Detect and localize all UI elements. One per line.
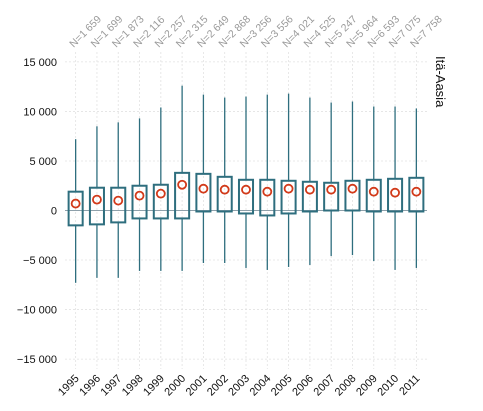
- box-2006: [301, 97, 318, 265]
- box-2011: [408, 108, 425, 268]
- x-tick-label: 2008: [333, 373, 359, 399]
- box-layer: [67, 85, 425, 283]
- box-2009: [365, 106, 382, 262]
- x-tick-label: 2007: [311, 373, 337, 399]
- mean-marker: [368, 186, 379, 197]
- x-tick-label: 1997: [99, 373, 125, 399]
- box-2002: [216, 97, 233, 264]
- y-tick-label: 15 000: [23, 57, 57, 69]
- mean-marker: [390, 187, 400, 198]
- x-tick-label: 2001: [184, 373, 210, 399]
- y-tick-label: −15 000: [17, 354, 57, 366]
- mean-marker: [92, 194, 102, 205]
- y-tick-label: 0: [51, 206, 57, 218]
- x-tick-label: 2010: [375, 373, 401, 399]
- iqr-box: [88, 186, 105, 226]
- y-tick-label: 10 000: [23, 106, 57, 118]
- x-tick-label: 1996: [77, 373, 103, 399]
- panel-label: Itä-Aasia: [433, 56, 448, 108]
- mean-marker: [411, 186, 422, 197]
- mean-marker: [113, 195, 124, 206]
- box-2010: [387, 106, 404, 270]
- y-tick-labels: −15 000 −10 000 −5 000 0 5 000 10 000 15 000: [17, 57, 57, 366]
- mean-marker: [304, 184, 315, 195]
- iqr-box: [259, 178, 276, 217]
- box-2003: [237, 96, 255, 268]
- iqr-box: [323, 181, 340, 212]
- mean-marker: [177, 179, 188, 190]
- iqr-box: [67, 190, 84, 227]
- mean-marker: [241, 184, 251, 195]
- mean-marker: [70, 198, 81, 209]
- mean-marker: [134, 190, 145, 201]
- box-2007: [323, 102, 340, 257]
- mean-marker: [262, 186, 273, 197]
- iqr-box: [344, 179, 361, 212]
- box-2008: [344, 101, 361, 256]
- x-tick-labels: 1995199619971998199920002001200220032004…: [56, 373, 423, 399]
- x-tick-label: 2011: [397, 373, 422, 398]
- y-tick-label: −10 000: [17, 305, 57, 317]
- iqr-box: [365, 178, 382, 213]
- x-tick-label: 2004: [248, 373, 274, 399]
- box-2000: [174, 85, 191, 271]
- iqr-box: [174, 171, 191, 220]
- box-2005: [280, 93, 297, 267]
- x-tick-label: 2003: [226, 373, 252, 399]
- mean-marker: [198, 183, 209, 194]
- iqr-box: [110, 186, 127, 224]
- mean-marker: [219, 184, 230, 195]
- mean-marker: [155, 188, 166, 199]
- iqr-box: [387, 177, 404, 213]
- box-1997: [110, 122, 127, 278]
- box-1996: [88, 126, 105, 278]
- iqr-box: [301, 180, 318, 213]
- x-tick-label: 1998: [120, 373, 146, 399]
- mean-marker: [283, 183, 294, 194]
- x-tick-label: 1999: [141, 373, 167, 399]
- iqr-box: [216, 175, 233, 213]
- x-tick-label: 2005: [269, 373, 295, 399]
- x-tick-label: 1995: [56, 373, 82, 399]
- mean-marker: [326, 184, 337, 195]
- y-tick-label: 5 000: [29, 156, 57, 168]
- iqr-box: [152, 183, 169, 220]
- iqr-box: [280, 179, 297, 215]
- box-2001: [195, 94, 212, 264]
- box-1999: [152, 107, 169, 271]
- iqr-box: [408, 176, 425, 213]
- x-tick-label: 2002: [205, 373, 231, 399]
- box-2004: [259, 94, 276, 270]
- mean-marker: [347, 183, 358, 194]
- iqr-box: [131, 184, 148, 220]
- iqr-box: [195, 172, 212, 213]
- x-tick-label: 2000: [162, 373, 188, 399]
- x-tick-label: 2009: [354, 373, 380, 399]
- x-tick-label: 2006: [290, 373, 316, 399]
- y-tick-label: −5 000: [23, 255, 57, 267]
- box-1995: [67, 139, 84, 283]
- iqr-box: [237, 178, 255, 215]
- box-1998: [131, 118, 148, 271]
